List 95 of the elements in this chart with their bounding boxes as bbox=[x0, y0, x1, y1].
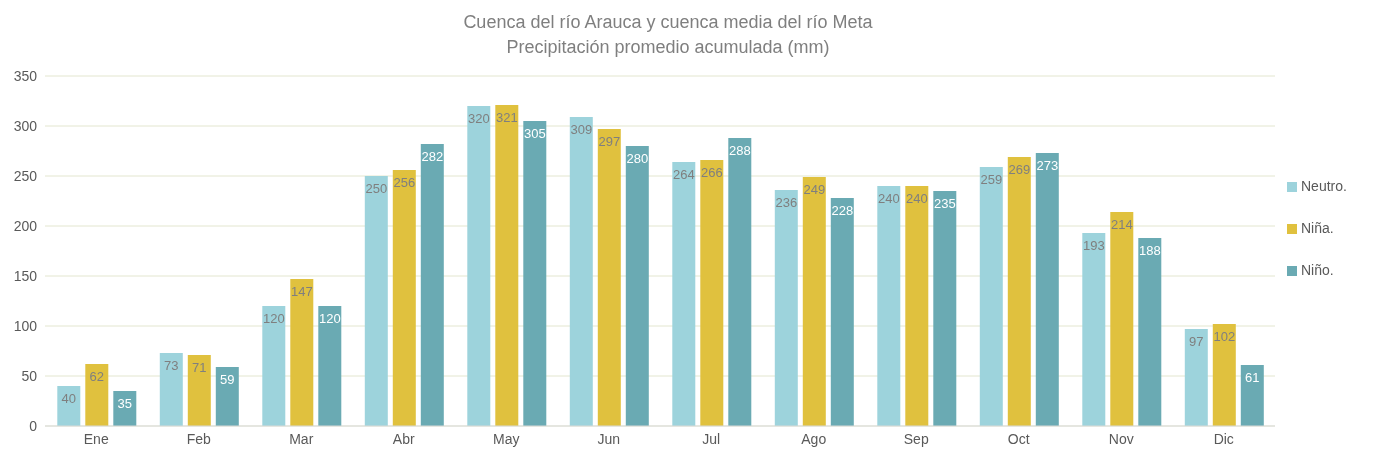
legend-label: Neutro. bbox=[1301, 178, 1347, 194]
y-tick-label: 250 bbox=[13, 167, 38, 184]
bar bbox=[877, 186, 901, 426]
y-tick-label: 200 bbox=[13, 217, 38, 234]
bar bbox=[262, 306, 286, 426]
bar bbox=[569, 117, 593, 426]
data-label: 269 bbox=[1008, 162, 1031, 178]
data-label: 61 bbox=[1245, 370, 1260, 386]
x-tick-label: Oct bbox=[1007, 430, 1030, 447]
data-label: 264 bbox=[672, 167, 695, 183]
bar bbox=[467, 106, 491, 426]
data-label: 188 bbox=[1138, 243, 1161, 259]
x-tick-label: Jun bbox=[597, 430, 621, 447]
bar bbox=[728, 138, 752, 426]
data-label: 97 bbox=[1189, 334, 1204, 350]
data-label: 62 bbox=[89, 369, 105, 385]
data-label: 282 bbox=[421, 149, 444, 165]
bar bbox=[774, 190, 798, 426]
data-label: 280 bbox=[626, 151, 649, 167]
data-label: 228 bbox=[831, 203, 854, 219]
data-label: 240 bbox=[877, 191, 900, 207]
data-label: 321 bbox=[495, 110, 518, 126]
bar bbox=[392, 170, 416, 426]
x-tick-label: Nov bbox=[1108, 430, 1134, 447]
data-label: 273 bbox=[1036, 158, 1059, 174]
data-label: 309 bbox=[570, 122, 593, 138]
bar bbox=[85, 364, 109, 426]
y-tick-label: 0 bbox=[29, 417, 38, 434]
data-label: 297 bbox=[598, 134, 621, 150]
bar bbox=[1082, 233, 1106, 426]
bar bbox=[625, 146, 649, 426]
bar bbox=[672, 162, 696, 426]
legend-label: Niña. bbox=[1301, 220, 1334, 236]
x-tick-label: Ago bbox=[801, 430, 827, 447]
y-tick-label: 100 bbox=[13, 317, 38, 334]
bar bbox=[1212, 324, 1236, 426]
data-label: 147 bbox=[290, 284, 313, 300]
bar bbox=[364, 176, 388, 426]
x-tick-label: Jul bbox=[702, 430, 721, 447]
x-tick-label: May bbox=[493, 430, 520, 447]
x-tick-label: Sep bbox=[903, 430, 929, 447]
x-tick-label: Mar bbox=[289, 430, 314, 447]
bar bbox=[318, 306, 342, 426]
data-label: 250 bbox=[365, 181, 388, 197]
data-label: 235 bbox=[933, 196, 956, 212]
bar bbox=[905, 186, 929, 426]
bar bbox=[290, 279, 314, 426]
data-label: 120 bbox=[262, 311, 285, 327]
data-label: 193 bbox=[1082, 238, 1105, 254]
data-label: 236 bbox=[775, 195, 798, 211]
bar bbox=[215, 367, 239, 426]
data-label: 71 bbox=[192, 360, 207, 376]
bar bbox=[700, 160, 724, 426]
y-tick-label: 50 bbox=[21, 367, 38, 384]
bar bbox=[802, 177, 826, 426]
data-label: 102 bbox=[1213, 329, 1236, 345]
x-tick-label: Feb bbox=[186, 430, 212, 447]
data-label: 266 bbox=[700, 165, 723, 181]
data-label: 259 bbox=[980, 172, 1003, 188]
bar bbox=[495, 105, 519, 426]
chart-subtitle: Precipitación promedio acumulada (mm) bbox=[505, 36, 831, 59]
bar bbox=[979, 167, 1003, 426]
bar bbox=[1007, 157, 1031, 426]
data-label: 73 bbox=[164, 358, 179, 374]
data-label: 240 bbox=[905, 191, 928, 207]
data-label: 320 bbox=[467, 111, 490, 127]
data-label: 35 bbox=[117, 396, 133, 412]
bar bbox=[830, 198, 854, 426]
bar bbox=[187, 355, 211, 426]
data-label: 214 bbox=[1110, 217, 1133, 233]
x-tick-label: Dic bbox=[1213, 430, 1234, 447]
data-label: 256 bbox=[393, 175, 416, 191]
data-label: 40 bbox=[61, 391, 77, 407]
x-tick-label: Ene bbox=[83, 430, 109, 447]
data-label: 249 bbox=[803, 182, 826, 198]
y-tick-label: 300 bbox=[13, 117, 38, 134]
chart-title: Cuenca del río Arauca y cuenca media del río Meta bbox=[462, 11, 874, 34]
bar bbox=[1138, 238, 1162, 426]
bar bbox=[1240, 365, 1264, 426]
data-label: 305 bbox=[523, 126, 546, 142]
y-tick-label: 150 bbox=[13, 267, 38, 284]
bar bbox=[1035, 153, 1059, 426]
data-label: 288 bbox=[728, 143, 751, 159]
bar bbox=[1184, 329, 1208, 426]
data-label: 120 bbox=[318, 311, 341, 327]
x-tick-label: Abr bbox=[392, 430, 415, 447]
bar bbox=[597, 129, 621, 426]
bar bbox=[1110, 212, 1134, 426]
bar bbox=[420, 144, 444, 426]
bar bbox=[523, 121, 547, 426]
data-label: 59 bbox=[220, 372, 235, 388]
y-tick-label: 350 bbox=[13, 67, 38, 84]
bar bbox=[159, 353, 183, 426]
legend-label: Niño. bbox=[1301, 262, 1334, 278]
bar bbox=[933, 191, 957, 426]
